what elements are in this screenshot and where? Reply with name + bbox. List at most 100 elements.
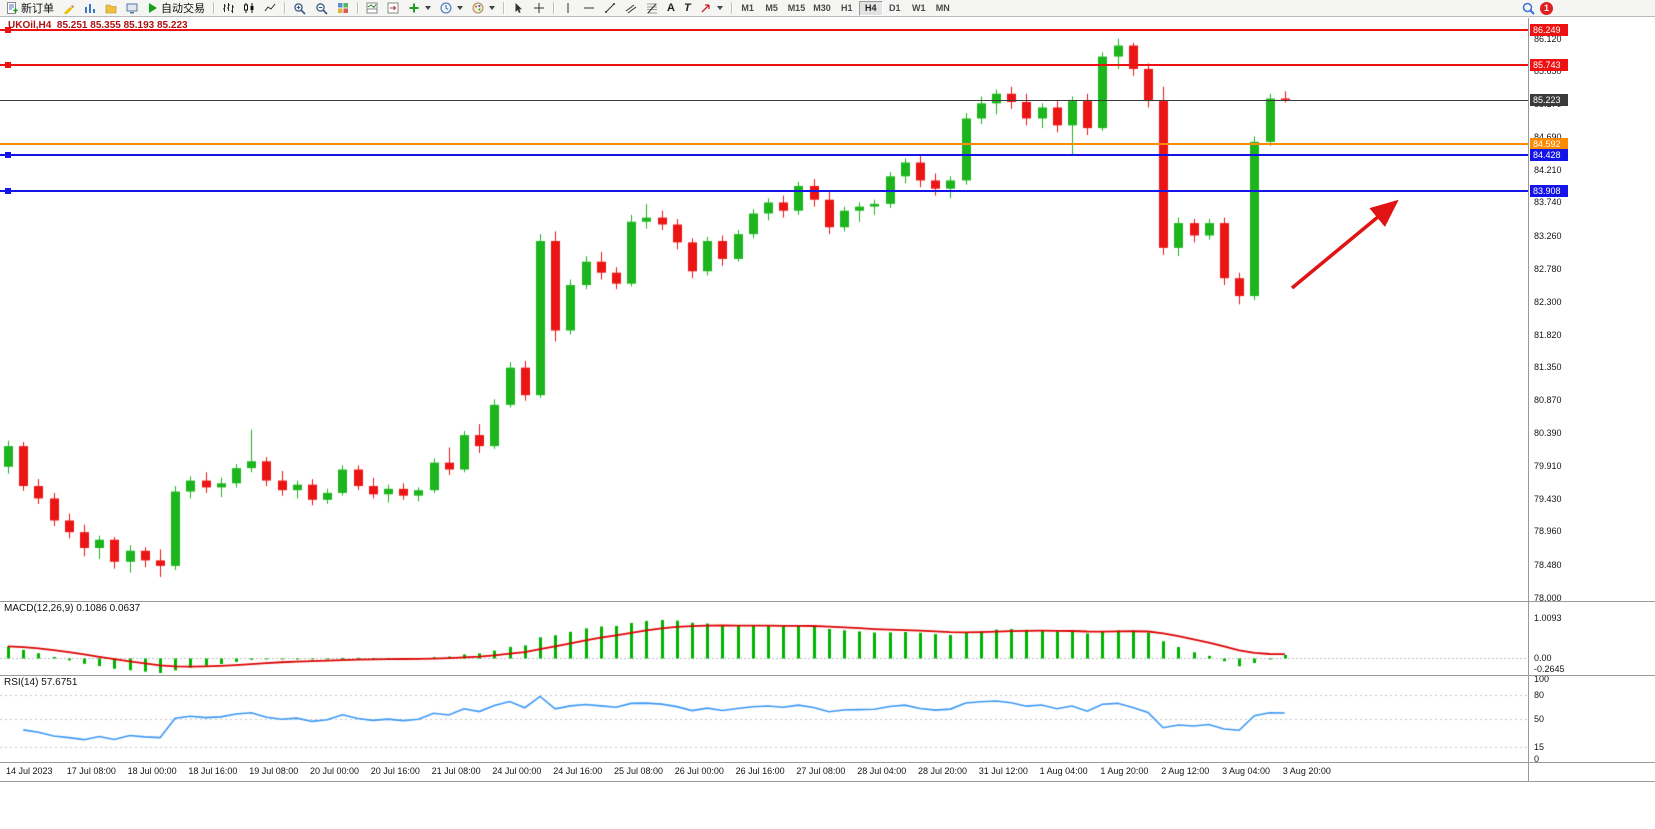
- auto-trading-button[interactable]: 自动交易: [143, 1, 209, 16]
- price-axis-label: 79.910: [1534, 461, 1562, 472]
- time-axis[interactable]: 14 Jul 2023 17 Jul 08:00 18 Jul 00:00 18 Ju…: [0, 763, 1528, 781]
- timeframe-h4-button[interactable]: H4: [858, 0, 883, 16]
- time-axis-label: 21 Jul 08:00: [431, 766, 481, 776]
- price-axis[interactable]: 86.12085.65085.17084.69084.21083.74083.2…: [1529, 18, 1655, 603]
- chart-shift-icon: [387, 2, 399, 14]
- bar-chart-button[interactable]: [218, 1, 238, 16]
- fibonacci-button[interactable]: [642, 1, 662, 16]
- timeframe-h1-button[interactable]: H1: [835, 1, 859, 16]
- timeframe-m1-button[interactable]: M1: [736, 1, 760, 16]
- timeframe-m15-button[interactable]: M15: [784, 1, 810, 16]
- time-axis-label: 28 Jul 20:00: [918, 766, 968, 776]
- rsi-label: RSI(14) 57.6751: [4, 677, 78, 688]
- chart-shift-button[interactable]: [383, 1, 403, 16]
- toolbar: 新订单 自动交易: [0, 0, 1655, 17]
- folder-icon: [105, 2, 117, 14]
- cursor-icon: [512, 2, 524, 14]
- monitor-icon: [126, 2, 138, 14]
- add-indicator-button[interactable]: [404, 1, 435, 16]
- line-chart-button[interactable]: [260, 1, 280, 16]
- terminal-button[interactable]: [122, 1, 142, 16]
- text-tool-button[interactable]: A: [663, 1, 679, 16]
- channel-button[interactable]: [621, 1, 641, 16]
- template-button[interactable]: [468, 1, 499, 16]
- clock-icon: [440, 2, 452, 14]
- search-button[interactable]: [1518, 1, 1539, 16]
- horizontal-level-line[interactable]: [0, 64, 1528, 66]
- macd-axis-label: -0.2645: [1534, 663, 1565, 674]
- navigator-button[interactable]: [101, 1, 121, 16]
- time-axis-label: 20 Jul 16:00: [370, 766, 420, 776]
- indicator-window-button[interactable]: [362, 1, 382, 16]
- trendline-button[interactable]: [600, 1, 620, 16]
- horizontal-level-line[interactable]: [0, 29, 1528, 31]
- crosshair-icon: [533, 2, 545, 14]
- time-axis-label: 25 Jul 08:00: [614, 766, 664, 776]
- time-axis-label: 24 Jul 00:00: [492, 766, 542, 776]
- rsi-axis-label: 100: [1534, 674, 1550, 684]
- market-watch-button[interactable]: [80, 1, 100, 16]
- line-handle[interactable]: [5, 27, 11, 33]
- crosshair-button[interactable]: [529, 1, 549, 16]
- macd-axis-label: 0.00: [1534, 653, 1552, 664]
- toolbar-separator: [553, 2, 554, 14]
- timeframe-w1-button[interactable]: W1: [907, 1, 931, 16]
- shapes-button[interactable]: [696, 1, 727, 16]
- price-axis-label: 84.210: [1534, 165, 1562, 176]
- cursor-button[interactable]: [508, 1, 528, 16]
- macd-canvas[interactable]: [0, 602, 1528, 675]
- price-axis-label: 78.000: [1534, 592, 1562, 603]
- search-icon: [1522, 2, 1535, 15]
- candlestick-icon: [243, 2, 255, 14]
- indicator-window-icon: [366, 2, 378, 14]
- price-axis-label: 86.120: [1534, 33, 1562, 44]
- timeframe-m5-button[interactable]: M5: [760, 1, 784, 16]
- label-tool-label: T: [683, 1, 691, 14]
- notification-badge[interactable]: 1: [1540, 1, 1553, 15]
- panel-separator[interactable]: [0, 675, 1655, 676]
- line-handle[interactable]: [5, 188, 11, 194]
- zoom-out-icon: [315, 2, 328, 15]
- tile-windows-button[interactable]: [333, 1, 353, 16]
- timeframe-group: M1 M5 M15 M30 H1 H4 D1 W1 MN: [736, 0, 955, 16]
- horizontal-level-line[interactable]: [0, 190, 1528, 192]
- rsi-canvas[interactable]: [0, 676, 1528, 762]
- current-price-line[interactable]: [0, 100, 1528, 101]
- periods-button[interactable]: [436, 1, 467, 16]
- timeframe-mn-button[interactable]: MN: [931, 1, 955, 16]
- tile-windows-icon: [337, 2, 349, 14]
- trend-arrow-annotation[interactable]: [1286, 192, 1410, 294]
- price-axis-label: 79.430: [1534, 494, 1562, 505]
- price-axis-label: 78.960: [1534, 526, 1562, 537]
- candlestick-chart-button[interactable]: [239, 1, 259, 16]
- chevron-down-icon: [457, 6, 463, 10]
- panel-separator: [0, 781, 1655, 782]
- price-tag: 83.908: [1530, 185, 1568, 197]
- horizontal-line-button[interactable]: [579, 1, 599, 16]
- ohlc-bars-icon: [222, 2, 234, 14]
- line-handle[interactable]: [5, 62, 11, 68]
- vertical-line-icon: [562, 2, 574, 14]
- horizontal-level-line[interactable]: [0, 143, 1528, 145]
- zoom-in-button[interactable]: [289, 1, 310, 16]
- line-handle[interactable]: [5, 152, 11, 158]
- panel-separator[interactable]: [0, 762, 1655, 763]
- new-order-button[interactable]: 新订单: [2, 1, 58, 16]
- metaeditor-button[interactable]: [59, 1, 79, 16]
- chevron-down-icon: [425, 6, 431, 10]
- zoom-in-icon: [293, 2, 306, 15]
- time-axis-label: 24 Jul 16:00: [553, 766, 603, 776]
- price-axis-label: 83.260: [1534, 230, 1562, 241]
- horizontal-level-line[interactable]: [0, 154, 1528, 156]
- zoom-out-button[interactable]: [311, 1, 332, 16]
- price-tag: 85.743: [1530, 59, 1568, 71]
- vertical-line-button[interactable]: [558, 1, 578, 16]
- macd-axis-label: 1.0093: [1534, 613, 1562, 624]
- panel-separator[interactable]: [0, 601, 1655, 602]
- timeframe-m30-button[interactable]: M30: [809, 1, 835, 16]
- timeframe-d1-button[interactable]: D1: [883, 1, 907, 16]
- label-tool-button[interactable]: T: [680, 1, 695, 16]
- price-axis-label: 83.740: [1534, 197, 1562, 208]
- trendline-icon: [604, 2, 616, 14]
- main-chart-canvas[interactable]: [0, 18, 1528, 601]
